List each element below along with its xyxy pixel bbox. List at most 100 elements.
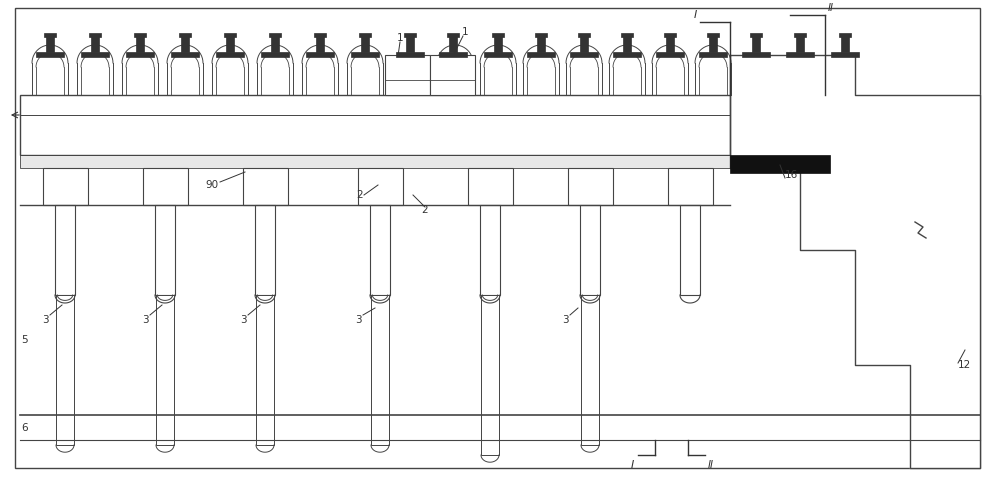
Bar [136, 36, 144, 52]
Bar [492, 33, 504, 37]
Bar [742, 52, 770, 57]
Bar [666, 36, 674, 52]
Bar [359, 33, 371, 37]
Bar [91, 36, 99, 52]
Bar [255, 205, 275, 295]
Bar [406, 36, 414, 52]
Bar [480, 205, 500, 295]
Bar [707, 33, 719, 37]
Bar [656, 52, 684, 57]
Bar [20, 95, 730, 155]
Bar [171, 52, 199, 57]
Text: I: I [694, 10, 697, 20]
Text: II: II [708, 460, 714, 470]
Polygon shape [730, 55, 980, 468]
Bar [709, 36, 717, 52]
Bar [404, 33, 416, 37]
Bar [351, 52, 379, 57]
Text: II: II [828, 3, 834, 13]
Bar [358, 168, 403, 205]
Bar [481, 295, 499, 455]
Bar [449, 36, 457, 52]
Text: 3: 3 [42, 315, 48, 325]
Bar [36, 52, 64, 57]
Bar [581, 295, 599, 445]
Text: 5: 5 [22, 335, 28, 345]
Bar [527, 52, 555, 57]
Bar [256, 295, 274, 445]
Bar [537, 36, 545, 52]
Bar [179, 33, 191, 37]
Bar [181, 36, 189, 52]
Bar [20, 155, 730, 168]
Bar [269, 33, 281, 37]
Bar [786, 52, 814, 57]
Bar [699, 52, 727, 57]
Bar [839, 33, 851, 37]
Bar [570, 52, 598, 57]
Bar [370, 205, 390, 295]
Bar [580, 36, 588, 52]
Bar [668, 168, 713, 205]
Bar [664, 33, 676, 37]
Bar [81, 52, 109, 57]
Bar [447, 33, 459, 37]
Bar [55, 205, 75, 295]
Text: 3: 3 [240, 315, 246, 325]
Bar [535, 33, 547, 37]
Bar [680, 205, 700, 295]
Bar [143, 168, 188, 205]
Bar [361, 36, 369, 52]
Text: 2: 2 [422, 205, 428, 215]
Bar [371, 295, 389, 445]
Bar [156, 295, 174, 445]
Text: 6: 6 [22, 423, 28, 433]
Bar [796, 36, 804, 52]
Bar [261, 52, 289, 57]
Bar [623, 36, 631, 52]
Bar [568, 168, 613, 205]
Bar [468, 168, 513, 205]
Text: 12: 12 [958, 360, 971, 370]
Bar [578, 33, 590, 37]
Bar [306, 52, 334, 57]
Text: 1: 1 [462, 27, 468, 37]
Bar [494, 36, 502, 52]
Text: 1: 1 [397, 33, 403, 43]
Bar [730, 155, 830, 173]
Text: 2: 2 [357, 190, 363, 200]
Bar [613, 52, 641, 57]
Bar [385, 55, 430, 95]
Text: 90: 90 [205, 180, 218, 190]
Bar [794, 33, 806, 37]
Bar [752, 36, 760, 52]
Bar [89, 33, 101, 37]
Bar [439, 52, 467, 57]
Text: 3: 3 [562, 315, 568, 325]
Text: 3: 3 [355, 315, 361, 325]
Bar [316, 36, 324, 52]
Bar [580, 205, 600, 295]
Bar [750, 33, 762, 37]
Bar [56, 295, 74, 445]
Bar [226, 36, 234, 52]
Text: I: I [631, 460, 634, 470]
Text: 3: 3 [142, 315, 148, 325]
Bar [216, 52, 244, 57]
Bar [224, 33, 236, 37]
Bar [271, 36, 279, 52]
Text: 16: 16 [785, 170, 798, 180]
Bar [43, 168, 88, 205]
Bar [621, 33, 633, 37]
Bar [841, 36, 849, 52]
Bar [155, 205, 175, 295]
Bar [44, 33, 56, 37]
Bar [396, 52, 424, 57]
Bar [243, 168, 288, 205]
Bar [831, 52, 859, 57]
Bar [430, 55, 475, 95]
Bar [314, 33, 326, 37]
Bar [126, 52, 154, 57]
Bar [484, 52, 512, 57]
Bar [134, 33, 146, 37]
